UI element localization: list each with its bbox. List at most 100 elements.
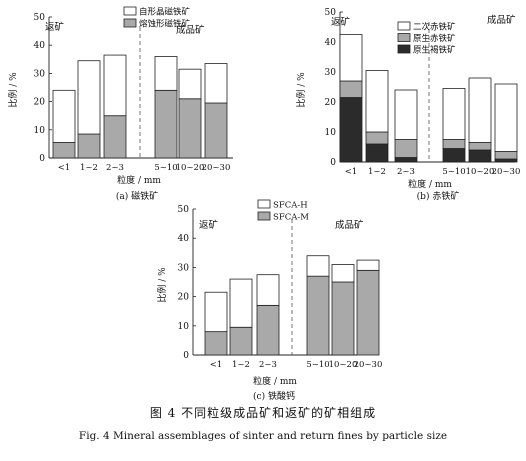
x-tick-label: 5~10 (442, 167, 465, 177)
region-label-sinter: 成品矿 (335, 219, 364, 231)
bar-segment (394, 157, 418, 163)
x-tick-label: 2~3 (106, 163, 124, 173)
bar-segment (77, 60, 101, 135)
y-tick-label: 50 (178, 205, 190, 215)
x-tick-label: 1~2 (368, 167, 386, 177)
bar-segment (339, 34, 363, 82)
figure-caption-english: Fig. 4 Mineral assemblages of sinter and… (78, 430, 448, 442)
x-tick-label: 2~3 (397, 167, 415, 177)
y-tick-label: 40 (34, 41, 46, 51)
region-label-return-fines: 返矿 (45, 21, 65, 33)
region-label-sinter: 成品矿 (487, 14, 516, 26)
region-label-return-fines: 返矿 (199, 219, 219, 231)
bar-segment (306, 275, 330, 356)
legend-swatch (397, 44, 411, 54)
region-label-return-fines: 返矿 (331, 16, 351, 28)
bar-segment (204, 63, 228, 104)
bar-segment (356, 269, 380, 356)
x-tick-label: 10~20 (466, 167, 495, 177)
x-axis-label: 粒度 / mm (408, 178, 452, 190)
bar-segment (468, 77, 492, 143)
y-axis-label: 比例 / % (7, 72, 19, 108)
y-tick-label: 0 (39, 154, 45, 164)
legend-label: 自形晶磁铁矿 (139, 7, 191, 18)
x-tick-label: 10~20 (329, 360, 358, 370)
y-tick-label: 20 (34, 98, 46, 108)
legend-swatch (123, 6, 137, 16)
x-axis-label: 粒度 / mm (117, 174, 161, 186)
bar-segment (468, 142, 492, 151)
bar-segment (331, 281, 355, 356)
bar-segment (442, 139, 466, 149)
bar-segment (229, 278, 253, 328)
legend-swatch (123, 18, 137, 28)
x-tick-label: 20~30 (354, 360, 383, 370)
x-tick-label: 10~20 (176, 163, 205, 173)
bar-segment (494, 151, 518, 160)
bar-segment (178, 68, 202, 100)
bar-segment (103, 115, 127, 159)
legend-label: SFCA-M (273, 213, 309, 223)
bar-segment (256, 274, 280, 306)
legend-label: 熔蚀形磁铁矿 (139, 19, 191, 30)
bar-segment (52, 142, 76, 159)
x-tick-label: 20~30 (492, 167, 521, 177)
y-tick-label: 40 (178, 234, 190, 244)
region-label-sinter: 成品矿 (176, 24, 205, 36)
x-tick-label: 20~30 (202, 163, 231, 173)
y-tick-label: 40 (325, 38, 337, 48)
bar-segment (394, 89, 418, 140)
bar-segment (365, 70, 389, 133)
bar-segment (204, 102, 228, 159)
legend-label: 原生褐铁矿 (413, 45, 456, 56)
x-tick-label: 1~2 (232, 360, 250, 370)
y-tick-label: 20 (325, 98, 337, 108)
bar-segment (103, 54, 127, 117)
bar-segment (356, 259, 380, 271)
x-tick-label: <1 (58, 163, 71, 173)
figure-caption-chinese: 图 4 不同粒级成品矿和返矿的矿相组成 (149, 406, 377, 420)
bar-segment (394, 139, 418, 158)
bar-segment (256, 304, 280, 356)
y-tick-label: 0 (330, 158, 336, 168)
y-tick-label: 30 (325, 68, 337, 78)
bar-segment (77, 133, 101, 159)
bar-segment (494, 83, 518, 152)
x-tick-label: 5~10 (154, 163, 177, 173)
bar-segment (365, 131, 389, 145)
bar-segment (178, 98, 202, 159)
legend-swatch (397, 33, 411, 42)
panel-subtitle: (b) 赤铁矿 (417, 190, 460, 202)
bar-segment (468, 149, 492, 163)
bar-segment (154, 89, 178, 159)
x-tick-label: 2~3 (259, 360, 277, 370)
y-tick-label: 10 (325, 128, 337, 138)
y-axis-label: 比例 / % (156, 267, 168, 303)
bar-segment (204, 331, 228, 356)
x-tick-label: <1 (210, 360, 223, 370)
x-tick-label: 1~2 (80, 163, 98, 173)
panel-subtitle: (c) 铁酸钙 (253, 390, 295, 402)
legend-swatch (257, 199, 271, 209)
legend-label: 原生赤铁矿 (413, 33, 456, 44)
y-axis-label: 比例 / % (295, 72, 307, 108)
bar-segment (442, 148, 466, 163)
y-tick-label: 30 (34, 69, 46, 79)
bar-segment (365, 143, 389, 163)
y-tick-label: 10 (178, 322, 190, 332)
bar-segment (52, 89, 76, 143)
bar-segment (306, 255, 330, 277)
panel-subtitle: (a) 磁铁矿 (116, 190, 158, 202)
bar-segment (339, 80, 363, 98)
bar-segment (494, 158, 518, 163)
legend-swatch (397, 21, 411, 31)
legend-label: 二次赤铁矿 (413, 22, 456, 33)
y-tick-label: 30 (178, 263, 190, 273)
bar-segment (154, 56, 178, 91)
y-tick-label: 10 (34, 126, 46, 136)
x-tick-label: <1 (345, 167, 358, 177)
bar-segment (229, 326, 253, 356)
